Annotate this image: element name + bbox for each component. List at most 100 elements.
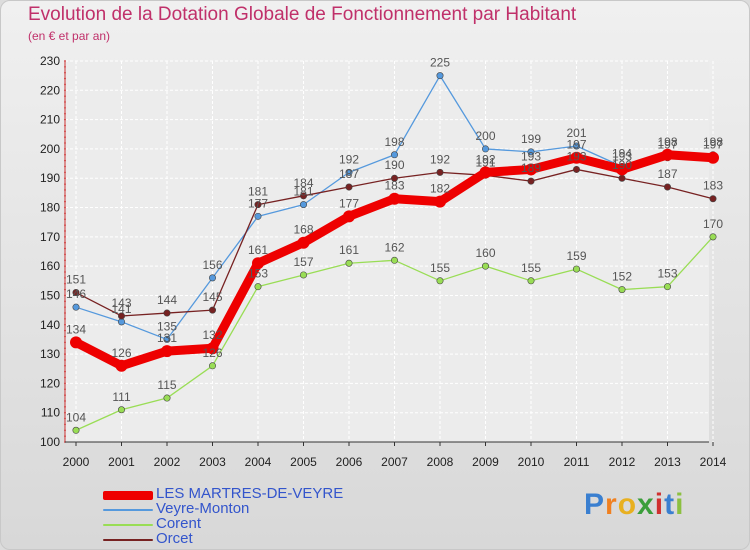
logo-letter: o — [617, 488, 638, 521]
data-label: 161 — [339, 243, 359, 257]
data-label: 144 — [157, 293, 177, 307]
logo-letter: i — [654, 488, 665, 521]
data-label: 170 — [703, 217, 723, 231]
data-point — [206, 342, 219, 355]
logo-letter: P — [584, 488, 606, 521]
data-label: 189 — [521, 161, 541, 175]
data-label: 192 — [430, 152, 450, 166]
x-tick-label: 2006 — [336, 455, 363, 469]
y-tick-label: 130 — [40, 347, 60, 361]
data-label: 153 — [248, 267, 268, 281]
logo-letter: x — [637, 488, 655, 521]
data-point — [254, 201, 262, 209]
data-point — [254, 212, 262, 220]
data-label: 115 — [157, 378, 176, 392]
data-label: 134 — [66, 322, 86, 336]
data-label: 152 — [612, 270, 632, 284]
data-point — [527, 277, 535, 285]
data-label: 190 — [612, 158, 632, 172]
data-point — [709, 233, 717, 241]
data-point — [118, 406, 126, 414]
data-label: 157 — [293, 255, 313, 269]
legend-swatch — [103, 509, 153, 511]
data-label: 156 — [202, 258, 222, 272]
legend-label: Veyre-Monton — [156, 500, 250, 517]
data-point — [527, 177, 535, 185]
data-point — [299, 271, 307, 279]
data-label: 225 — [430, 56, 450, 70]
data-label: 160 — [475, 246, 495, 260]
x-tick-label: 2000 — [63, 455, 90, 469]
data-label: 198 — [657, 135, 677, 149]
y-tick-label: 100 — [40, 435, 60, 449]
data-label: 177 — [339, 196, 359, 210]
y-tick-label: 200 — [40, 142, 60, 156]
plot-area — [65, 61, 709, 442]
series-orcet — [72, 165, 717, 320]
data-point — [572, 142, 580, 150]
data-label: 168 — [293, 223, 313, 237]
series-les-martres-de-veyre — [70, 148, 719, 372]
y-tick-label: 190 — [40, 171, 60, 185]
data-point — [390, 174, 398, 182]
data-point — [663, 183, 671, 191]
data-label: 155 — [521, 261, 541, 275]
data-point — [481, 145, 489, 153]
data-point — [297, 236, 310, 249]
data-label: 155 — [430, 261, 450, 275]
data-point — [118, 318, 126, 326]
legend-label: LES MARTRES-DE-VEYRE — [156, 485, 344, 502]
data-point — [345, 168, 353, 176]
x-tick-label: 2011 — [564, 455, 590, 469]
data-point — [118, 312, 126, 320]
y-tick-label: 110 — [41, 406, 60, 420]
data-point — [616, 163, 628, 176]
data-point — [115, 359, 128, 372]
data-label: 201 — [566, 126, 586, 140]
series-corent — [72, 233, 717, 434]
data-label: 181 — [248, 185, 268, 199]
data-point — [252, 257, 264, 270]
data-point — [72, 303, 80, 311]
data-point — [663, 283, 671, 291]
data-label: 126 — [202, 346, 222, 360]
data-point — [345, 259, 353, 267]
data-point — [709, 195, 717, 203]
x-tick-label: 2009 — [472, 455, 499, 469]
data-point — [163, 394, 171, 402]
data-point — [209, 306, 217, 314]
data-label: 143 — [111, 296, 131, 310]
x-tick-label: 2010 — [518, 455, 545, 469]
legend-swatch — [103, 524, 153, 526]
chart-subtitle: (en € et par an) — [28, 29, 111, 43]
data-point — [299, 192, 307, 200]
data-point — [527, 148, 535, 156]
x-tick-label: 2014 — [700, 455, 727, 469]
legend-label: Corent — [156, 515, 202, 532]
x-tick-label: 2004 — [245, 455, 272, 469]
data-point — [209, 362, 217, 370]
data-label: 177 — [248, 196, 268, 210]
legend-swatch — [103, 490, 153, 500]
data-point — [70, 336, 82, 349]
data-point — [707, 151, 719, 164]
data-point — [434, 195, 446, 208]
data-label: 159 — [566, 249, 586, 263]
logo-letter: t — [664, 488, 676, 521]
data-label: 199 — [521, 132, 541, 146]
x-tick-label: 2002 — [154, 455, 181, 469]
data-point — [72, 289, 80, 297]
data-label: 181 — [293, 185, 313, 199]
data-point — [390, 256, 398, 264]
y-tick-label: 160 — [40, 259, 60, 273]
data-label: 161 — [248, 243, 268, 257]
data-label: 131 — [157, 331, 177, 345]
data-label: 183 — [384, 179, 404, 193]
data-label: 135 — [157, 319, 177, 333]
data-label: 198 — [703, 135, 723, 149]
data-label: 126 — [111, 346, 131, 360]
data-point — [299, 201, 307, 209]
data-label: 132 — [202, 328, 222, 342]
data-label: 162 — [384, 240, 404, 254]
